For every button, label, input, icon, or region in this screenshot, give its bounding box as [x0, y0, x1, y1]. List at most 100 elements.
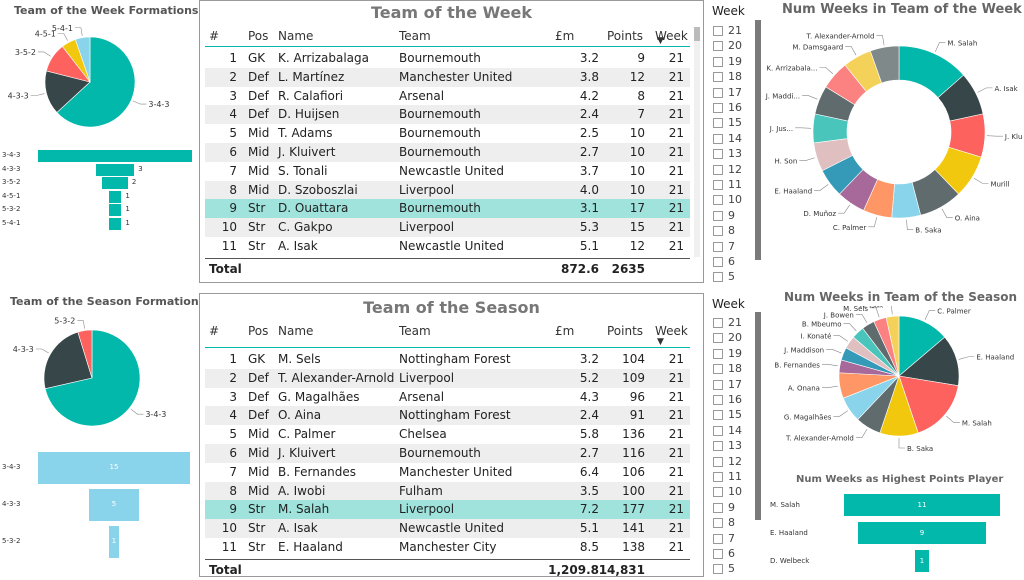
nwts-slice-m-salah[interactable] — [898, 375, 959, 434]
sort-desc-icon[interactable]: ▼ — [657, 337, 664, 347]
totw-scrollbar[interactable] — [694, 27, 700, 257]
slicer1-checkbox[interactable] — [713, 26, 723, 36]
tsf-slice-4-3-3[interactable] — [43, 331, 93, 390]
tsf-slice-5-3-2[interactable] — [77, 329, 93, 379]
tots-col-team[interactable]: Team — [399, 324, 431, 338]
nwts-slice-e-haaland[interactable] — [898, 336, 960, 387]
slicer2-option[interactable]: 15 — [713, 408, 742, 423]
tsf-bar-3-4-3[interactable] — [38, 452, 190, 484]
slicer2-checkbox[interactable] — [713, 472, 723, 482]
slicer2-option[interactable]: 9 — [713, 501, 735, 516]
slicer1-checkbox[interactable] — [713, 226, 723, 237]
totw-col-number[interactable]: # — [209, 29, 220, 43]
slicer1-checkbox[interactable] — [713, 241, 723, 252]
slicer1-option[interactable]: 18 — [713, 70, 742, 85]
slicer2-option[interactable]: 20 — [713, 331, 742, 346]
totw-row[interactable]: 3 Def R. Calafiori Arsenal 4.2 8 21 — [205, 87, 690, 106]
twf-slice-3-4-3[interactable] — [56, 36, 136, 128]
slicer1-checkbox[interactable] — [713, 149, 723, 160]
twf-bar-4-5-1[interactable] — [108, 190, 122, 203]
slicer2-option[interactable]: 12 — [713, 455, 742, 470]
slicer2-checkbox[interactable] — [713, 333, 723, 344]
nwts-slice-c-palmer[interactable] — [898, 315, 946, 377]
slicer1-checkbox[interactable] — [713, 164, 723, 175]
tots-row[interactable]: 11 Str E. Haaland Manchester City 8.5 138 21 — [205, 538, 690, 557]
totw-row[interactable]: 6 Mid J. Kluivert Bournemouth 2.7 10 21 — [205, 143, 690, 162]
slicer2-checkbox[interactable] — [713, 441, 723, 452]
slicer2-checkbox[interactable] — [713, 549, 723, 559]
sort-desc-icon[interactable]: ▼ — [657, 36, 664, 46]
slicer2-checkbox[interactable] — [713, 364, 723, 375]
slicer1-option[interactable]: 13 — [713, 147, 742, 162]
slicer1-option[interactable]: 10 — [713, 193, 742, 208]
slicer2-option[interactable]: 13 — [713, 439, 742, 454]
nwhp-bar-m-salah[interactable] — [844, 494, 1000, 516]
nwhp-bar-e-haaland[interactable] — [858, 522, 986, 544]
tots-row[interactable]: 10 Str A. Isak Newcastle United 5.1 141 21 — [205, 519, 690, 539]
slicer1-checkbox[interactable] — [713, 257, 723, 267]
slicer2-checkbox[interactable] — [713, 410, 723, 421]
totw-row[interactable]: 10 Str C. Gakpo Liverpool 5.3 15 21 — [205, 218, 690, 238]
twf-bar-5-3-2[interactable] — [108, 204, 122, 216]
tots-row[interactable]: 4 Def O. Aina Nottingham Forest 2.4 91 21 — [205, 406, 690, 426]
slicer1-option[interactable]: 9 — [713, 209, 735, 224]
totw-row[interactable]: 7 Mid S. Tonali Newcastle United 3.7 10 21 — [205, 162, 690, 181]
totw-col-team[interactable]: Team — [399, 29, 431, 43]
tots-col-points[interactable]: Points — [607, 324, 644, 338]
twf-bar-3-4-3[interactable] — [38, 150, 192, 162]
slicer2-option[interactable]: 8 — [713, 516, 735, 531]
slicer2-option[interactable]: 11 — [713, 470, 742, 485]
totw-col-week[interactable]: Week — [655, 29, 688, 43]
tots-row[interactable]: 8 Mid A. Iwobi Fulham 3.5 100 21 — [205, 481, 690, 501]
tots-col-name[interactable]: Name — [278, 324, 314, 338]
slicer2-checkbox[interactable] — [713, 395, 723, 405]
slicer2-option[interactable]: 19 — [713, 347, 742, 362]
slicer1-option[interactable]: 16 — [713, 101, 742, 116]
tots-row[interactable]: 6 Mid J. Kluivert Bournemouth 2.7 116 21 — [205, 444, 690, 463]
totw-col-points[interactable]: Points — [607, 29, 644, 43]
slicer2-option[interactable]: 6 — [713, 547, 735, 562]
tots-row[interactable]: 2 Def T. Alexander-Arnold Liverpool 5.2 109 21 — [205, 368, 690, 388]
slicer2-checkbox[interactable] — [713, 518, 723, 529]
slicer2-checkbox[interactable] — [713, 379, 723, 390]
tots-row[interactable]: 5 Mid C. Palmer Chelsea 5.8 136 21 — [205, 425, 690, 444]
tsf-bar-4-3-3[interactable] — [88, 489, 140, 521]
nwhp-bar-d-welbeck[interactable] — [914, 550, 930, 572]
tots-row[interactable]: 9 Str M. Salah Liverpool 7.2 177 21 — [205, 500, 690, 520]
slicer1-option[interactable]: 19 — [713, 55, 742, 70]
slicer1-checkbox[interactable] — [713, 210, 723, 221]
slicer2-checkbox[interactable] — [713, 456, 723, 467]
slicer2-checkbox[interactable] — [713, 487, 723, 498]
totw-row[interactable]: 11 Str A. Isak Newcastle United 5.1 12 21 — [205, 237, 690, 256]
slicer1-checkbox[interactable] — [713, 87, 723, 98]
slicer1-option[interactable]: 20 — [713, 39, 742, 54]
slicer2-option[interactable]: 5 — [713, 562, 735, 577]
slicer1-checkbox[interactable] — [713, 180, 723, 190]
slicer1-option[interactable]: 12 — [713, 163, 742, 178]
totw-row[interactable]: 2 Def L. Martínez Manchester United 3.8 12 21 — [205, 67, 690, 87]
slicer1-checkbox[interactable] — [713, 195, 723, 206]
slicer1-option[interactable]: 14 — [713, 132, 742, 147]
tots-formations-bar-chart[interactable]: 3-4-3 15 4-3-3 5 5-3-2 1 — [0, 450, 195, 565]
slicer2-option[interactable]: 21 — [713, 316, 742, 331]
tots-formations-pie[interactable]: 3-4-3 4-3-3 5-3-2 — [0, 308, 195, 438]
tsf-bar-5-3-2[interactable] — [108, 526, 120, 558]
totw-row[interactable]: 9 Str D. Ouattara Bournemouth 3.1 17 21 — [205, 199, 690, 219]
tots-col-pos[interactable]: Pos — [248, 324, 269, 338]
nwts-slice-a-isak[interactable] — [885, 315, 900, 377]
week-slicer-1-scrollbar[interactable] — [755, 20, 761, 260]
totw-col-pos[interactable]: Pos — [248, 29, 269, 43]
slicer1-option[interactable]: 8 — [713, 224, 735, 239]
tsf-slice-3-4-3[interactable] — [44, 329, 141, 427]
slicer1-checkbox[interactable] — [713, 72, 723, 83]
nwts-pie-chart[interactable]: C. Palmer E. Haaland M. Salah B. Saka T. Ale… — [764, 306, 1024, 456]
slicer2-checkbox[interactable] — [713, 425, 723, 436]
slicer1-option[interactable]: 17 — [713, 86, 742, 101]
totw-formations-pie[interactable]: 3-4-3 4-3-3 3-5-2 4-5-15-4-1 — [0, 18, 195, 138]
slicer1-option[interactable]: 11 — [713, 178, 742, 193]
nwtw-donut-chart[interactable]: M. Salah A. Isak J. Klu Murill O. Aina B. Sak… — [764, 22, 1024, 252]
totw-col-name[interactable]: Name — [278, 29, 314, 43]
twf-slice-5-4-1[interactable] — [75, 36, 91, 83]
week-slicer-2-scrollbar[interactable] — [755, 312, 761, 520]
tots-col-number[interactable]: # — [209, 324, 220, 338]
